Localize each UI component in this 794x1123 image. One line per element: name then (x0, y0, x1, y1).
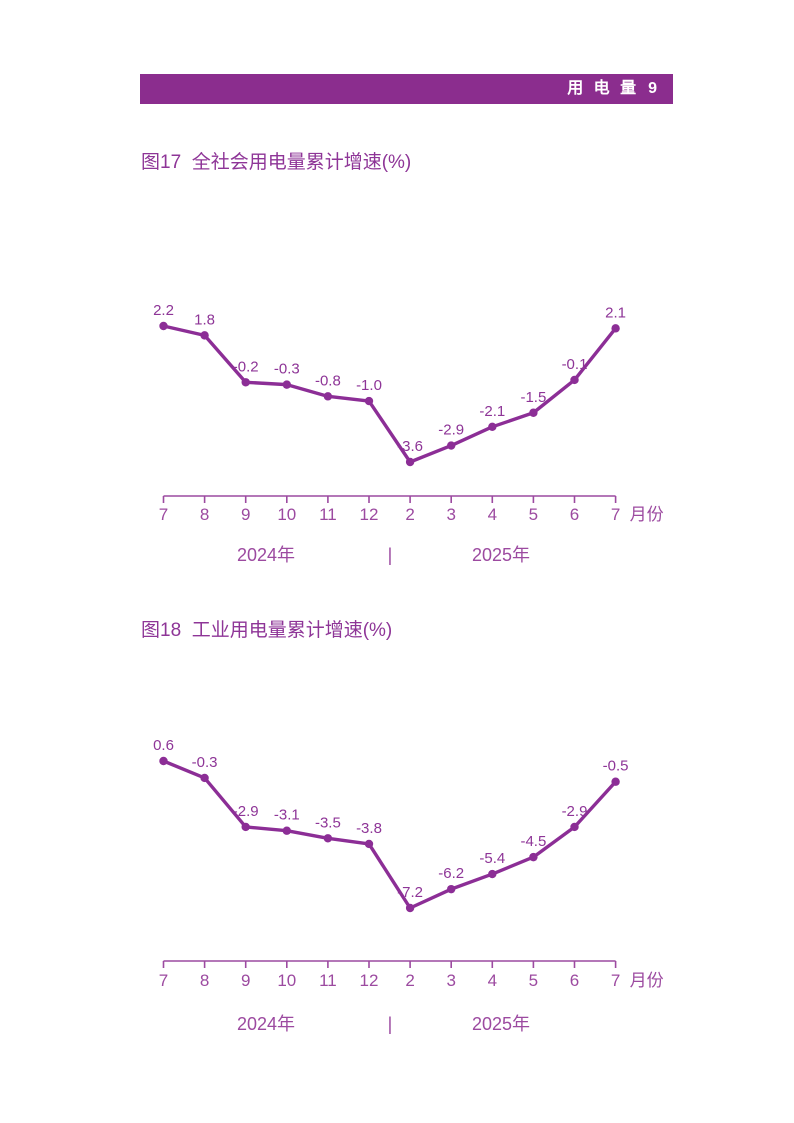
data-point (529, 852, 538, 862)
x-axis-unit-label: 月份 (630, 971, 664, 990)
line-series (161, 324, 618, 464)
header-page-number: 9 (648, 80, 660, 97)
year-label-2025: 2025年 (472, 1014, 530, 1034)
data-point (488, 422, 497, 432)
data-point (241, 378, 250, 387)
data-point (159, 756, 168, 766)
data-point-label: -0.5 (603, 758, 629, 775)
data-point (364, 396, 374, 406)
data-point-label: -2.1 (479, 403, 505, 420)
line-series (161, 759, 618, 910)
month-tick-label: 9 (241, 971, 250, 990)
data-point (200, 773, 209, 783)
month-tick-label: 3 (446, 971, 455, 990)
month-tick-label: 12 (360, 505, 379, 524)
month-tick-label: 4 (488, 505, 497, 524)
data-point-label: -4.5 (520, 833, 546, 850)
month-tick-label: 2 (405, 505, 414, 524)
data-point (159, 321, 168, 331)
year-label-2024: 2024年 (237, 1014, 295, 1034)
data-point-label: -2.9 (562, 803, 588, 820)
data-point-label: -3.8 (356, 820, 382, 837)
data-point-label: -0.8 (315, 372, 341, 389)
data-point (364, 839, 374, 849)
data-point (200, 331, 209, 340)
year-label-2025: 2025年 (472, 545, 530, 565)
data-point (611, 324, 620, 333)
month-tick-label: 7 (159, 971, 168, 990)
data-point-label: 2.1 (605, 304, 626, 321)
data-point-label: -1.0 (356, 377, 382, 394)
year-label-2024: 2024年 (237, 545, 295, 565)
month-tick-label: 12 (360, 971, 379, 990)
month-tick-label: 6 (570, 505, 579, 524)
data-point-label: -3.6 (397, 438, 423, 455)
month-tick-label: 7 (611, 971, 620, 990)
month-tick-label: 10 (277, 505, 296, 524)
data-point (282, 380, 291, 389)
month-tick-label: 2 (405, 971, 414, 990)
year-separator: | (388, 1014, 393, 1034)
data-point (447, 441, 456, 450)
month-tick-label: 5 (529, 971, 538, 990)
data-point-label: -6.2 (438, 865, 464, 882)
figure17-title: 图17 全社会用电量累计增速(%) (141, 152, 412, 173)
data-point-label: -7.2 (397, 884, 423, 901)
data-point-label: -3.1 (274, 807, 300, 824)
data-point-label: 2.2 (153, 302, 174, 319)
data-point-label: -0.2 (233, 358, 259, 375)
year-separator: | (388, 545, 393, 565)
data-point (282, 826, 291, 835)
data-point (323, 392, 333, 401)
data-point-label: -0.3 (192, 754, 218, 771)
data-point-label: -1.5 (520, 389, 546, 406)
month-tick-label: 3 (446, 505, 455, 524)
header-section-title: 用 电 量 (567, 80, 640, 97)
month-tick-label: 5 (529, 505, 538, 524)
month-tick-label: 4 (488, 971, 497, 990)
data-point-label: -5.4 (479, 850, 505, 867)
x-axis-unit-label: 月份 (630, 505, 664, 524)
data-point (611, 777, 620, 786)
data-point-label: -0.3 (274, 361, 300, 378)
data-point (529, 408, 538, 417)
data-point (488, 869, 497, 879)
month-tick-label: 11 (319, 505, 337, 524)
data-point (570, 822, 579, 832)
month-tick-label: 7 (159, 505, 168, 524)
figure18-title: 图18 工业用电量累计增速(%) (141, 620, 393, 641)
data-point-label: -2.9 (233, 803, 259, 820)
data-point (323, 834, 333, 843)
data-point-label: -0.1 (562, 356, 588, 373)
month-tick-label: 7 (611, 505, 620, 524)
data-point (570, 375, 579, 385)
data-point (405, 457, 415, 467)
data-point-label: -2.9 (438, 422, 464, 439)
month-tick-label: 8 (200, 971, 209, 990)
month-tick-label: 8 (200, 505, 209, 524)
data-point (241, 822, 250, 832)
data-point (405, 903, 415, 913)
data-point (447, 884, 456, 894)
data-point-label: 1.8 (194, 311, 215, 328)
month-tick-label: 11 (319, 971, 337, 990)
data-point-label: -3.5 (315, 814, 341, 831)
month-tick-label: 6 (570, 971, 579, 990)
month-tick-label: 10 (277, 971, 296, 990)
data-point-label: 0.6 (153, 737, 174, 754)
page-header-bar: 用 电 量 9 (140, 74, 673, 104)
month-tick-label: 9 (241, 505, 250, 524)
